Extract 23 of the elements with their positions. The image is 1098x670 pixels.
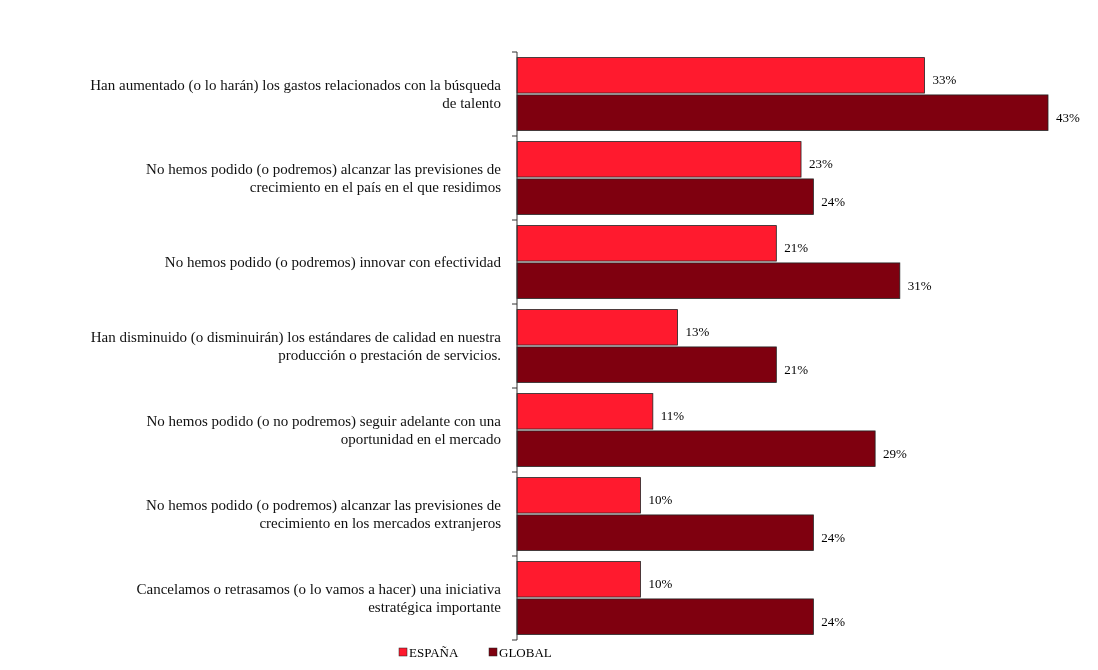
data-label: 31% xyxy=(907,277,932,293)
data-label: 10% xyxy=(648,576,673,592)
y-tick-label: Han disminuido (o disminuirán) los estándares de calidad en nuestra producción o prestación de servicios. xyxy=(90,329,502,363)
data-label: 24% xyxy=(821,529,846,545)
data-label: 13% xyxy=(685,324,710,340)
y-tick-label: No hemos podido (o podremos) alcanzar las previsiones de crecimiento en los mercados extranjeros xyxy=(146,497,502,531)
legend-label: GLOBAL xyxy=(499,645,552,660)
data-label: 11% xyxy=(660,408,685,424)
data-label: 43% xyxy=(1056,109,1080,125)
y-tick-label: Cancelamos o retrasamos (o lo vamos a hacer) una iniciativa estratégica importante xyxy=(136,581,502,615)
data-label: 10% xyxy=(648,492,673,508)
legend-label: ESPAÑA xyxy=(409,645,459,660)
data-label: 21% xyxy=(784,361,809,377)
data-label: 21% xyxy=(784,240,809,256)
data-label: 23% xyxy=(809,156,834,172)
data-label: 24% xyxy=(821,613,846,629)
y-tick-label: No hemos podido (o no podremos) seguir adelante con una oportunidad en el mercado xyxy=(146,413,502,447)
data-label: 29% xyxy=(883,445,908,461)
data-label: 33% xyxy=(932,72,957,88)
y-tick-label: No hemos podido (o podremos) alcanzar las previsiones de crecimiento en el país en el que residimos xyxy=(146,161,502,195)
data-label: 24% xyxy=(821,193,846,209)
y-tick-label: Han aumentado (o lo harán) los gastos relacionados con la búsqueda de talento xyxy=(90,77,502,111)
y-tick-label: No hemos podido (o podremos) innovar con efectividad xyxy=(164,254,502,271)
